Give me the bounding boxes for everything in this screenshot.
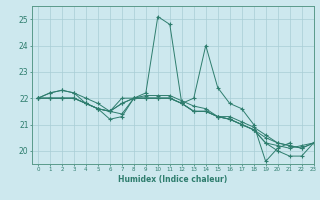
X-axis label: Humidex (Indice chaleur): Humidex (Indice chaleur) — [118, 175, 228, 184]
